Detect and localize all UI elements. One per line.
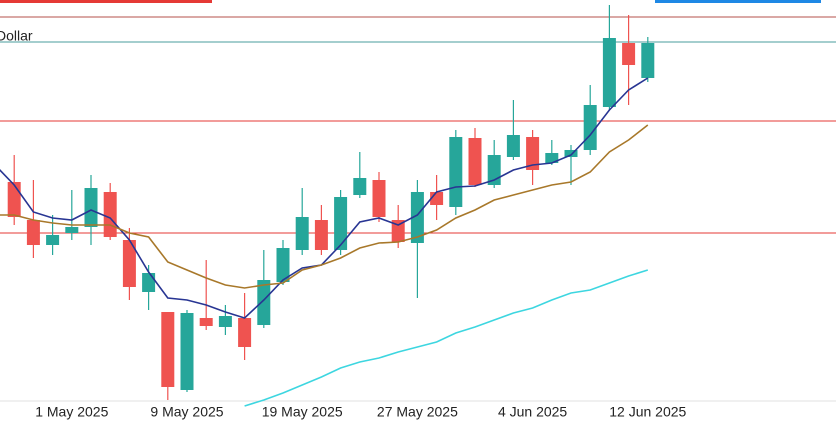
candle-body xyxy=(391,220,405,242)
candle-body xyxy=(46,235,60,245)
candle-body xyxy=(526,137,540,170)
candle-body xyxy=(622,43,636,65)
candle-body xyxy=(122,240,136,287)
candle-body xyxy=(545,153,559,163)
candle-body xyxy=(257,280,271,325)
candle-body xyxy=(449,137,463,207)
x-tick-label: 27 May 2025 xyxy=(377,404,458,420)
candle-body xyxy=(564,150,578,157)
candle-body xyxy=(314,220,328,250)
candle-body xyxy=(295,217,309,250)
candle-body xyxy=(410,192,424,243)
candle-body xyxy=(372,180,386,217)
candle-body xyxy=(506,135,520,157)
candle-body xyxy=(334,197,348,250)
candle-body xyxy=(276,248,290,282)
candle-body xyxy=(7,182,21,217)
candle-body xyxy=(84,188,98,227)
top-bar-blue xyxy=(655,0,821,3)
moving-average-line xyxy=(244,269,649,407)
chart-title: Dollar xyxy=(0,28,33,44)
x-tick-label: 9 May 2025 xyxy=(150,404,223,420)
candle-body xyxy=(65,227,79,233)
candle-body xyxy=(353,178,367,195)
candle-body xyxy=(602,38,616,107)
candle-body xyxy=(161,312,175,387)
candle-body xyxy=(199,318,213,326)
x-tick-label: 19 May 2025 xyxy=(262,404,343,420)
candle-body xyxy=(468,138,482,185)
top-bar-red xyxy=(0,0,212,3)
candle-body xyxy=(641,43,655,78)
candle-body xyxy=(142,273,156,292)
moving-average-line xyxy=(0,124,649,289)
candle-body xyxy=(26,220,40,245)
candle-body xyxy=(180,313,194,390)
candle-body xyxy=(218,316,232,327)
candle-body xyxy=(583,105,597,150)
x-tick-label: 1 May 2025 xyxy=(35,404,108,420)
candle-body xyxy=(103,192,117,237)
x-tick-label: 4 Jun 2025 xyxy=(498,404,567,420)
candle-body xyxy=(238,318,252,347)
x-tick-label: 12 Jun 2025 xyxy=(609,404,686,420)
